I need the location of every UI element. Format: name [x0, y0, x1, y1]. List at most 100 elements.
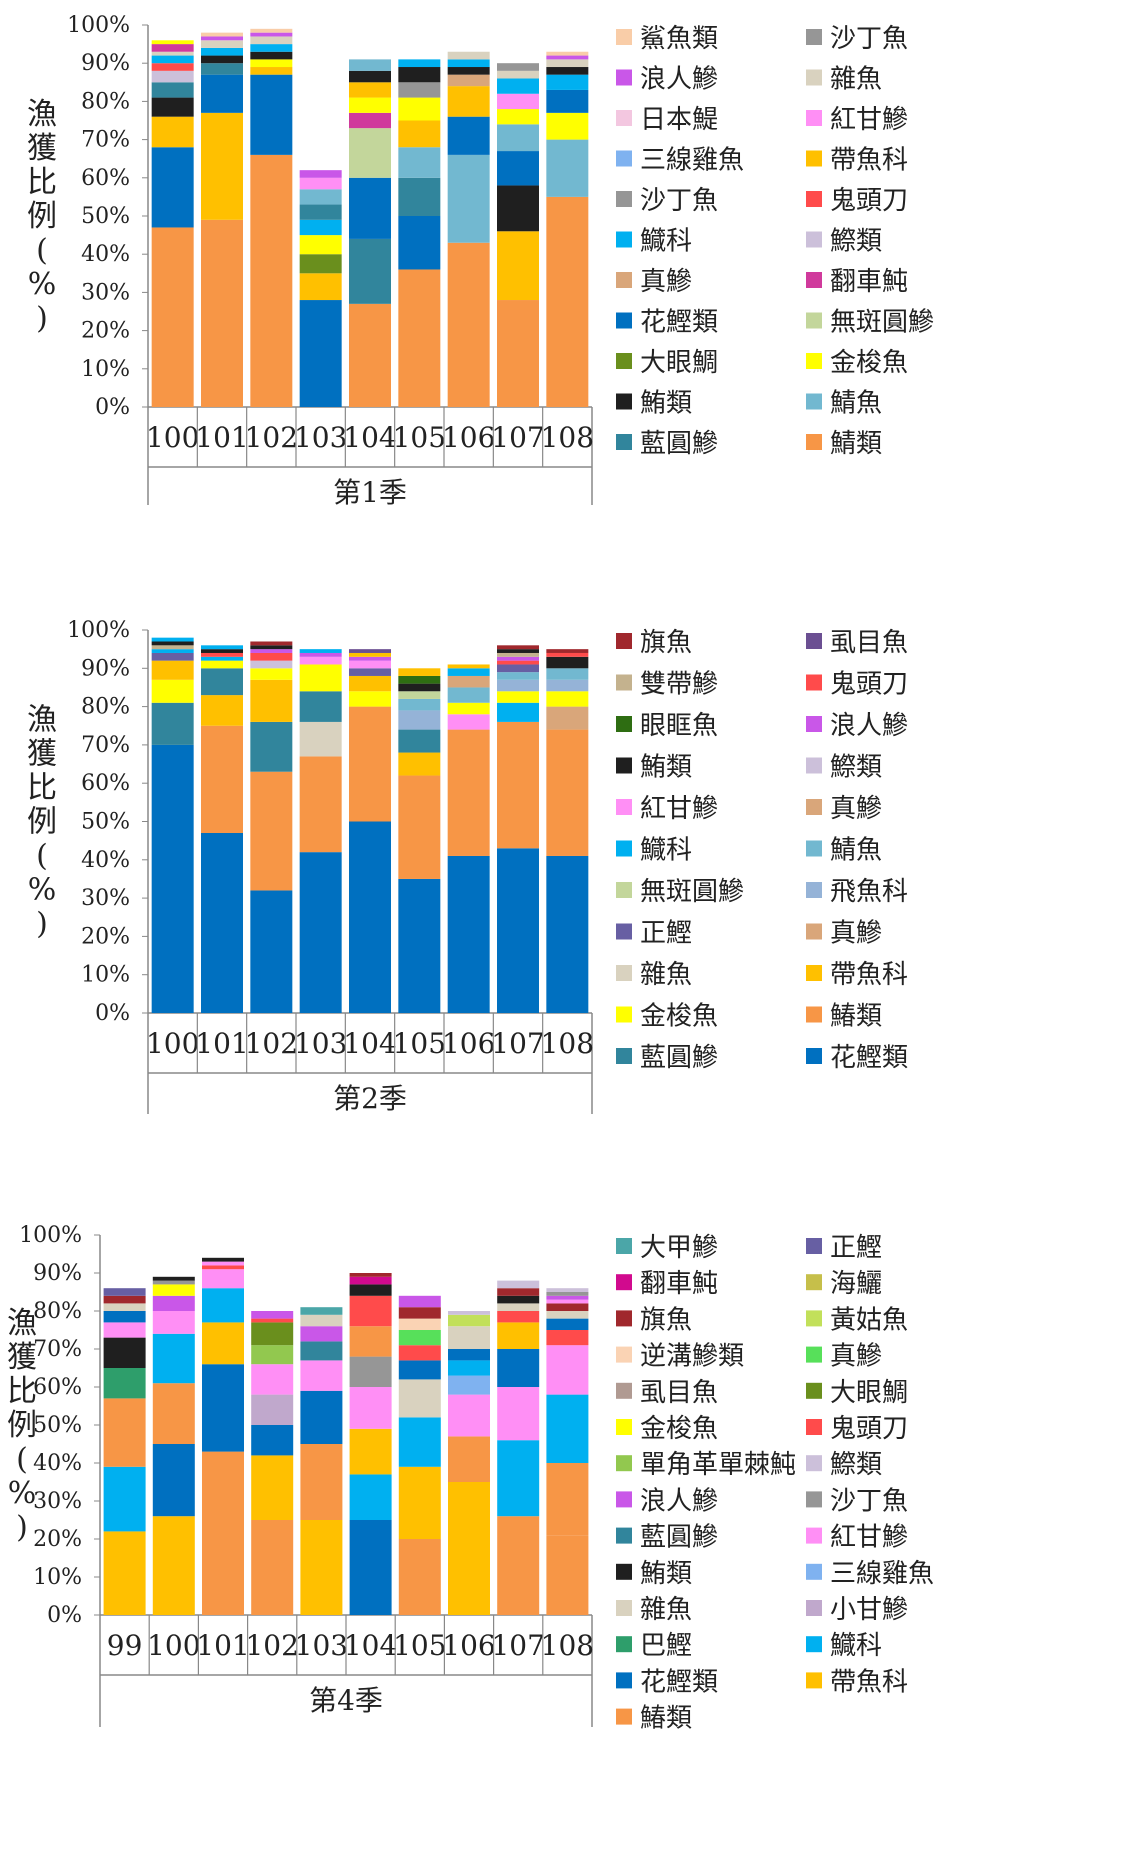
legend-swatch [806, 272, 822, 288]
bar-segment [201, 112, 243, 220]
bar-segment [497, 78, 539, 94]
legend-swatch [616, 1636, 632, 1653]
bar-segment [447, 714, 490, 730]
bar-segment [546, 1330, 589, 1346]
bar-segment [250, 890, 293, 1013]
legend-swatch [616, 312, 632, 329]
bar-segment [398, 269, 441, 407]
legend-label: 旗魚 [640, 1305, 692, 1335]
y-axis-label-char: ) [36, 301, 48, 336]
bar-segment [151, 679, 194, 703]
legend-label: 浪人鰺 [640, 65, 718, 95]
legend-swatch [616, 1708, 632, 1725]
x-tick-label: 105 [393, 1027, 446, 1060]
bar-segment [497, 645, 539, 650]
legend-swatch [806, 757, 822, 774]
bar-segment [546, 1394, 589, 1463]
bar-segment [546, 59, 589, 68]
bar-segment [201, 219, 243, 407]
legend-label: 花鰹類 [640, 308, 718, 338]
legend-label: 鯊魚類 [640, 24, 718, 54]
legend-label: 鰶類 [830, 1450, 882, 1480]
legend-swatch [616, 1600, 632, 1616]
bar-segment [497, 848, 539, 1013]
bar-segment [250, 67, 293, 75]
bar-segment [448, 1311, 490, 1315]
y-axis-label-char: % [8, 1476, 37, 1511]
bar-segment [300, 1341, 343, 1361]
bar-segment [448, 1349, 490, 1361]
legend-swatch [806, 1491, 822, 1508]
bar-segment [201, 695, 243, 726]
bar-segment [546, 1535, 589, 1615]
bar-segment [497, 124, 539, 152]
bar-segment [349, 1295, 392, 1327]
bar-segment [398, 82, 441, 98]
bar-segment [398, 177, 441, 216]
bar-segment [398, 1307, 441, 1319]
bar-segment [151, 51, 194, 56]
bar-segment [546, 1318, 589, 1330]
y-tick-label: 20% [33, 1527, 82, 1552]
legend-swatch [616, 272, 632, 288]
legend-label: 鬼頭刀 [830, 1414, 908, 1444]
legend-label: 金梭魚 [640, 1002, 718, 1032]
y-axis-label-char: ) [16, 1510, 28, 1545]
bar-segment [151, 70, 194, 83]
legend-label: 虱目魚 [640, 1378, 718, 1408]
bar-segment [447, 664, 490, 669]
bar-segment [497, 1311, 540, 1323]
legend-swatch [616, 1006, 632, 1023]
bar-segment [152, 1280, 195, 1285]
bar-segment [398, 97, 441, 121]
legend-swatch [616, 1346, 632, 1363]
legend-label: 鮪類 [640, 753, 692, 783]
bar-segment [497, 70, 539, 79]
bar-segment [151, 116, 194, 148]
legend-label: 紅甘鰺 [830, 105, 908, 135]
bar-segment [447, 86, 490, 117]
legend-label: 大甲鰺 [640, 1233, 718, 1263]
bar-segment [250, 679, 293, 722]
legend-swatch [616, 633, 632, 649]
legend-swatch [616, 1382, 632, 1399]
bar-segment [299, 691, 342, 722]
bar-segment [349, 112, 391, 129]
x-tick-label: 100 [146, 421, 199, 454]
bar-segment [250, 59, 293, 68]
x-tick-label: 107 [491, 1629, 544, 1662]
bar-segment [497, 1387, 540, 1441]
x-tick-label: 107 [491, 421, 544, 454]
legend-label: 真鰺 [830, 1342, 882, 1372]
y-tick-label: 100% [19, 1223, 82, 1248]
legend-swatch [616, 1048, 632, 1064]
legend-label: 沙丁魚 [640, 186, 718, 216]
bar-segment [546, 1299, 589, 1304]
bar-segment [349, 821, 391, 1013]
y-tick-label: 20% [81, 924, 130, 949]
y-axis-label-char: 漁 [7, 1306, 37, 1341]
bar-segment [151, 63, 194, 71]
bar-segment [398, 775, 441, 879]
bar-segment [349, 238, 391, 304]
legend-swatch [806, 1527, 822, 1544]
bar-segment [447, 855, 490, 1013]
bar-segment [447, 116, 490, 155]
bar-segment [152, 1311, 195, 1334]
x-tick-label: 106 [442, 1629, 495, 1662]
y-axis-label-char: 比 [27, 165, 57, 200]
legend-swatch [806, 674, 822, 691]
legend-label: 鬼頭刀 [830, 186, 908, 216]
legend-swatch [806, 1048, 822, 1064]
bar-segment [546, 1295, 589, 1300]
bar-segment [202, 1265, 244, 1270]
legend-swatch [616, 191, 632, 207]
x-tick-label: 106 [442, 421, 495, 454]
bar-segment [447, 675, 490, 688]
y-axis-label-char: ( [36, 839, 48, 874]
bar-segment [103, 1322, 146, 1338]
y-tick-label: 10% [33, 1565, 82, 1590]
bar-segment [398, 1466, 441, 1539]
bar-segment [546, 691, 589, 707]
bar-segment [349, 97, 391, 113]
